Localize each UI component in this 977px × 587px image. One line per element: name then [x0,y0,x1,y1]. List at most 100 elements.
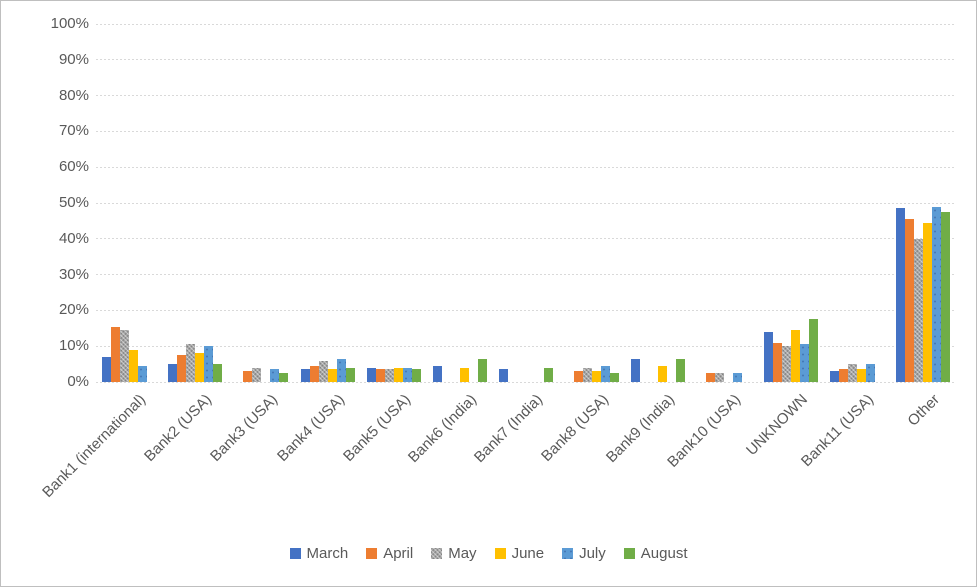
bar-april-2 [177,355,187,382]
legend-item-march: March [289,545,349,562]
bar-march-2 [168,364,178,382]
bar-july-5 [402,367,412,382]
bar-june-5 [393,367,403,382]
bar-july-2 [204,346,214,382]
legend-swatch-august [623,548,635,559]
bar-april-8 [574,371,584,382]
y-tick-label: 80% [58,86,89,104]
bar-august-9 [676,358,686,382]
bar-may-2 [186,344,196,382]
y-tick-label: 20% [58,301,89,319]
bar-may-12 [847,364,857,382]
gridline-50 [96,202,956,204]
gridline-20 [96,309,956,311]
bar-march-13 [895,208,905,382]
bar-july-1 [138,365,148,382]
bar-june-12 [856,369,866,382]
y-tick-label: 40% [58,229,89,247]
bar-june-11 [790,330,800,382]
legend-label: May [448,545,477,562]
bar-april-11 [772,342,782,382]
bar-may-1 [120,330,130,382]
legend-label: April [383,545,414,562]
bar-august-5 [411,369,421,382]
legend-item-april: April [366,545,413,562]
legend-swatch-may [431,548,443,559]
bar-august-13 [940,211,950,382]
bar-april-10 [706,373,716,382]
gridline-30 [96,274,956,276]
bar-may-3 [252,367,262,382]
bar-august-2 [213,364,223,382]
bar-march-7 [499,369,508,382]
bar-may-11 [781,346,791,382]
bar-may-10 [715,373,725,382]
bar-may-4 [318,360,328,382]
bar-august-7 [544,367,553,382]
bar-july-11 [799,344,809,382]
y-tick-label: 60% [58,158,89,176]
bar-june-1 [129,349,139,382]
gridline-40 [96,238,956,240]
y-tick-label: 10% [58,337,89,355]
gridline-10 [96,345,956,347]
bar-august-8 [610,373,620,382]
bar-june-2 [195,353,205,382]
legend-item-august: August [623,545,687,562]
legend: March April May June July August [1,545,976,562]
bar-april-12 [838,369,848,382]
bar-july-10 [733,373,743,382]
legend-item-june: June [494,545,545,562]
bar-june-8 [592,371,602,382]
gridline-90 [96,59,956,61]
legend-swatch-july [562,548,574,559]
gridline-70 [96,130,956,132]
bar-july-3 [270,369,280,382]
bar-july-4 [336,358,346,382]
y-tick-label: 70% [58,122,89,140]
bar-april-4 [309,365,319,382]
bar-august-4 [345,367,355,382]
bar-may-8 [583,367,593,382]
bar-april-13 [904,219,914,382]
y-tick-label: 100% [50,15,89,32]
legend-label: June [511,545,545,562]
bar-april-3 [243,371,253,382]
bar-march-5 [366,367,376,382]
y-tick-label: 0% [67,373,89,390]
bar-march-4 [300,369,310,382]
bar-august-3 [279,373,289,382]
gridline-60 [96,166,956,168]
bar-march-6 [432,365,442,382]
bar-march-11 [763,331,773,382]
bar-july-13 [931,206,941,382]
y-tick-label: 30% [58,265,89,283]
legend-label: July [579,545,606,562]
y-tick-label: 90% [58,50,89,68]
bar-june-6 [459,367,469,382]
bar-may-13 [913,238,923,382]
bar-august-11 [808,319,818,382]
bar-march-12 [829,371,839,382]
gridline-100 [96,23,956,25]
bar-march-1 [102,356,112,382]
y-tick-label: 50% [58,194,89,211]
legend-label: March [306,545,349,562]
bar-july-8 [601,365,611,382]
bar-july-12 [865,364,875,382]
bar-may-5 [384,369,394,382]
legend-swatch-march [289,548,301,559]
gridline-80 [96,95,956,97]
bar-march-9 [631,358,641,382]
legend-item-may: May [431,545,477,562]
bar-august-6 [477,358,487,382]
legend-swatch-june [494,548,506,559]
legend-item-july: July [562,545,606,562]
bar-april-1 [111,326,121,382]
bar-june-4 [327,369,337,382]
bar-june-9 [658,365,668,382]
plot-area [96,23,956,383]
gridline-0 [96,381,956,383]
legend-swatch-april [366,548,378,559]
